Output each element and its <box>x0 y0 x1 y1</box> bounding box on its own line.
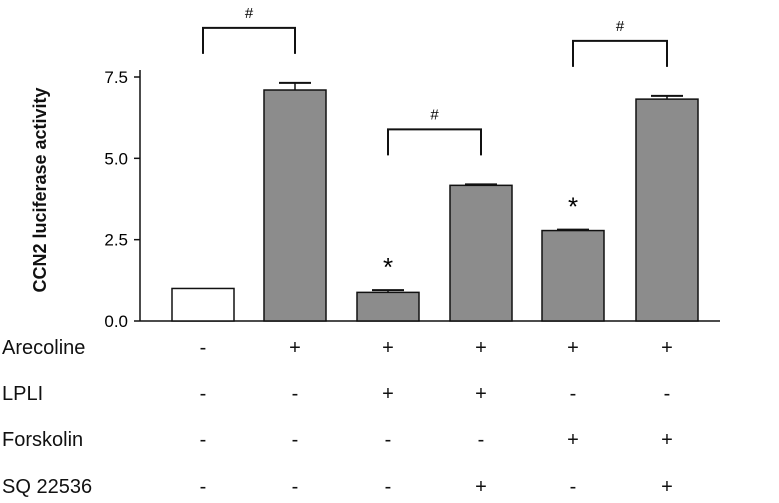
significance-star: * <box>383 252 393 282</box>
bracket-label: # <box>245 5 254 22</box>
y-axis-label: CCN2 luciferase activity <box>30 87 50 293</box>
bar <box>449 184 513 322</box>
treatment-mark: - <box>291 429 299 451</box>
treatment-mark: + <box>567 429 579 451</box>
treatment-mark: - <box>199 429 207 451</box>
bracket-label: # <box>616 18 625 35</box>
treatment-mark: + <box>661 429 673 451</box>
treatment-mark: - <box>199 337 207 359</box>
treatment-mark: - <box>569 476 577 498</box>
significance-star: * <box>568 192 578 222</box>
treatment-mark: + <box>475 476 487 498</box>
treatment-mark: - <box>291 476 299 498</box>
treatment-mark: - <box>384 476 392 498</box>
treatment-label: Forskolin <box>2 429 84 451</box>
treatment-mark: - <box>569 383 577 405</box>
bar <box>171 287 235 322</box>
y-tick-label: 0.0 <box>104 312 128 331</box>
significance-bracket <box>202 26 296 54</box>
bar <box>263 89 327 322</box>
treatment-mark: - <box>199 383 207 405</box>
significance-bracket <box>572 39 668 67</box>
treatment-mark: + <box>382 383 394 405</box>
treatment-mark: - <box>384 429 392 451</box>
bar <box>635 98 699 322</box>
treatment-mark: - <box>199 476 207 498</box>
y-tick-label: 5.0 <box>104 149 128 168</box>
treatment-mark: + <box>661 476 673 498</box>
bar <box>356 291 420 322</box>
significance-bracket <box>387 128 482 156</box>
treatment-mark: + <box>382 337 394 359</box>
y-axis-label-box: CCN2 luciferase activity <box>4 70 76 310</box>
bracket-label: # <box>430 106 439 123</box>
treatment-mark: - <box>477 429 485 451</box>
treatment-mark: - <box>663 383 671 405</box>
treatment-label: LPLI <box>2 383 44 405</box>
treatment-label: SQ 22536 <box>2 476 93 498</box>
treatment-mark: + <box>289 337 301 359</box>
treatment-label: Arecoline <box>2 337 86 359</box>
y-tick-label: 7.5 <box>104 68 128 87</box>
treatment-mark: + <box>475 383 487 405</box>
treatment-mark: + <box>475 337 487 359</box>
treatment-mark: + <box>661 337 673 359</box>
treatment-mark: + <box>567 337 579 359</box>
bar <box>541 229 605 322</box>
treatment-mark: - <box>291 383 299 405</box>
y-tick-label: 2.5 <box>104 231 128 250</box>
